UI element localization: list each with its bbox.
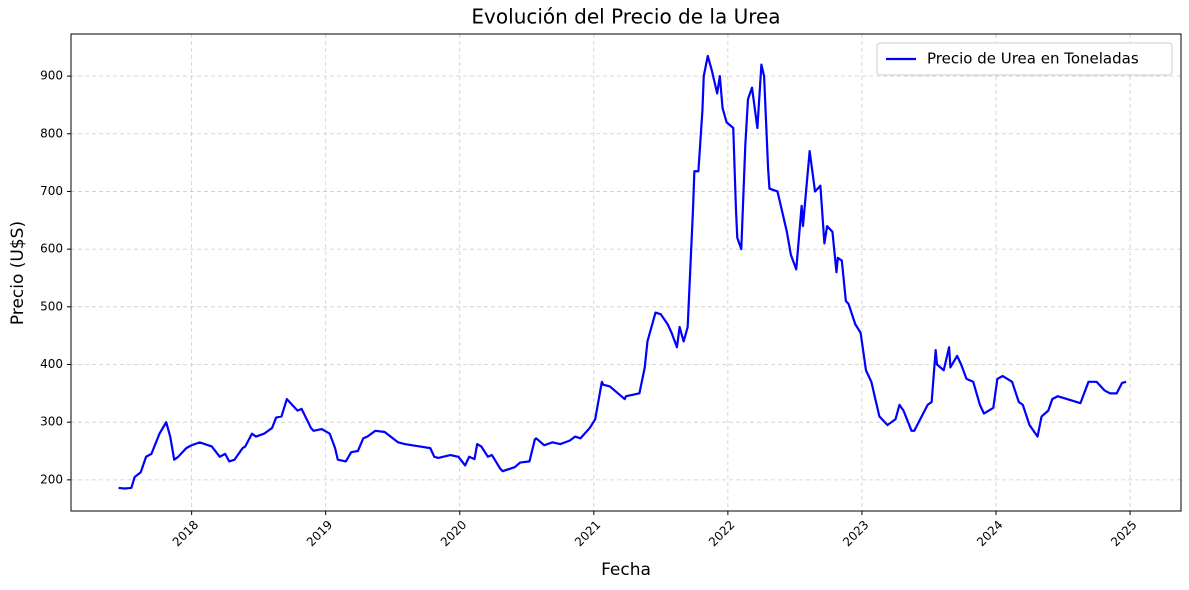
x-tick-label: 2022 xyxy=(706,518,737,549)
x-tick-label: 2019 xyxy=(304,518,335,549)
legend-label: Precio de Urea en Toneladas xyxy=(927,50,1139,68)
price-line xyxy=(118,54,1127,490)
x-tick-label: 2018 xyxy=(170,518,201,549)
chart-title: Evolución del Precio de la Urea xyxy=(471,5,780,29)
y-tick-label: 900 xyxy=(40,69,63,83)
y-axis-title: Precio (U$S) xyxy=(8,221,28,325)
y-tick-label: 500 xyxy=(40,299,63,313)
plot-frame xyxy=(70,33,1182,512)
x-tick-label: 2025 xyxy=(1108,518,1139,549)
legend-box xyxy=(876,42,1173,76)
x-tick-label: 2024 xyxy=(974,518,1005,549)
x-tick-label: 2021 xyxy=(572,518,603,549)
y-tick-label: 300 xyxy=(40,415,63,429)
x-tick-label: 2020 xyxy=(438,518,469,549)
y-tick-label: 700 xyxy=(40,184,63,198)
x-tick-label: 2023 xyxy=(840,518,871,549)
y-tick-label: 200 xyxy=(40,472,63,486)
y-tick-label: 400 xyxy=(40,357,63,371)
x-axis-title: Fecha xyxy=(601,560,651,580)
y-tick-label: 600 xyxy=(40,242,63,256)
y-tick-label: 800 xyxy=(40,126,63,140)
